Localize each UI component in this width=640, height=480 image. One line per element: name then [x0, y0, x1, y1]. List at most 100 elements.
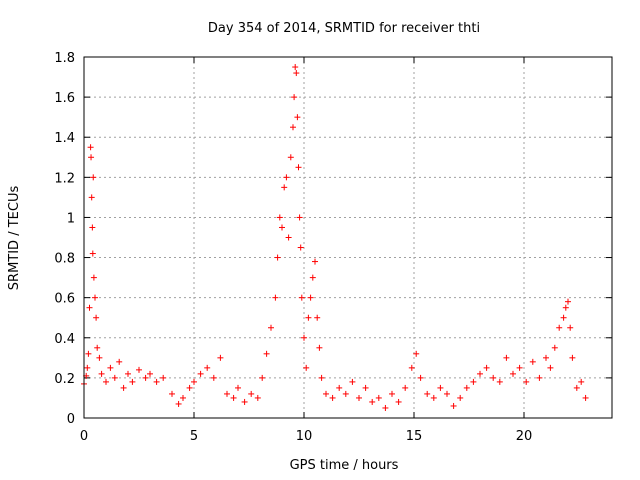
y-tick-label: 1.4 [54, 131, 75, 146]
data-point [90, 174, 97, 181]
data-point [314, 314, 321, 321]
data-point [85, 350, 92, 357]
data-point [305, 314, 312, 321]
data-point [516, 364, 523, 371]
x-tick-label: 0 [80, 429, 88, 444]
data-point [389, 390, 395, 397]
y-tick-label: 0.6 [54, 292, 75, 307]
data-point [402, 384, 409, 391]
data-point [89, 250, 96, 257]
data-point [263, 350, 270, 357]
data-point [274, 254, 281, 261]
y-tick-label: 1.2 [54, 171, 75, 186]
data-point [298, 294, 305, 301]
data-point [470, 378, 477, 385]
data-point [417, 374, 424, 381]
data-point [180, 394, 186, 401]
x-axis-label: GPS time / hours [290, 458, 399, 473]
data-point [382, 404, 389, 411]
data-point [496, 378, 503, 385]
data-point [169, 390, 175, 397]
data-point [197, 370, 204, 377]
data-point [111, 374, 118, 381]
data-point [450, 402, 457, 409]
data-point [490, 374, 497, 381]
x-tick-label: 20 [516, 429, 533, 444]
y-axis-label: SRMTID / TECUs [7, 186, 22, 291]
data-point [290, 124, 296, 131]
data-point [356, 394, 362, 401]
data-point [293, 70, 300, 77]
axis-ticks [83, 56, 612, 419]
y-tick-label: 0.8 [54, 252, 75, 267]
data-point [98, 370, 105, 377]
data-point [323, 390, 329, 397]
y-tick-label: 1.8 [54, 51, 75, 66]
data-point [562, 304, 569, 311]
data-point [210, 374, 217, 381]
data-point [303, 364, 310, 371]
data-point [318, 374, 325, 381]
data-point [204, 364, 211, 371]
data-point [483, 364, 490, 371]
data-point [147, 370, 153, 377]
data-point [369, 398, 376, 405]
data-point [96, 354, 103, 361]
data-point [272, 294, 279, 301]
data-point [217, 354, 224, 361]
data-point [560, 314, 567, 321]
data-point [224, 390, 230, 397]
y-tick-label: 1.6 [54, 91, 75, 106]
y-tick-label: 0.2 [54, 372, 75, 387]
data-point [103, 378, 109, 385]
data-point [408, 364, 415, 371]
data-point [437, 384, 444, 391]
data-point [186, 384, 193, 391]
data-point [254, 394, 261, 401]
data-point [296, 214, 303, 221]
grid [84, 57, 612, 418]
data-point [349, 378, 356, 385]
data-point [444, 390, 450, 397]
data-point [92, 294, 98, 301]
data-point [529, 358, 536, 365]
data-point [90, 274, 97, 281]
data-point [89, 224, 96, 231]
data-point [503, 354, 510, 361]
data-point [107, 364, 114, 371]
data-point [362, 384, 369, 391]
data-point [329, 394, 336, 401]
data-point [523, 378, 530, 385]
data-point [316, 344, 323, 351]
data-point [510, 370, 516, 377]
data-point [94, 344, 101, 351]
plot-frame [83, 56, 613, 419]
data-point [86, 304, 93, 311]
data-point [573, 384, 580, 391]
data-point [413, 350, 420, 357]
data-point [578, 378, 585, 385]
data-point [191, 378, 197, 385]
chart-title: Day 354 of 2014, SRMTID for receiver tht… [208, 21, 480, 36]
data-point [116, 358, 123, 365]
y-tick-label: 0.4 [54, 332, 75, 347]
y-tick-label: 0 [67, 412, 75, 427]
data-point [295, 164, 302, 171]
data-point [285, 234, 292, 241]
data-point [153, 378, 160, 385]
data-point [93, 314, 100, 321]
data-point [88, 194, 95, 201]
data-point [142, 374, 149, 381]
data-point [569, 354, 576, 361]
data-point [424, 390, 431, 397]
data-point [551, 344, 558, 351]
data-point [457, 394, 464, 401]
data-point [430, 394, 437, 401]
data-point [241, 398, 248, 405]
data-point [297, 244, 304, 251]
data-point [125, 370, 131, 377]
data-point [136, 366, 142, 373]
x-tick-label: 15 [406, 429, 423, 444]
data-point [556, 324, 563, 331]
data-point [463, 384, 470, 391]
